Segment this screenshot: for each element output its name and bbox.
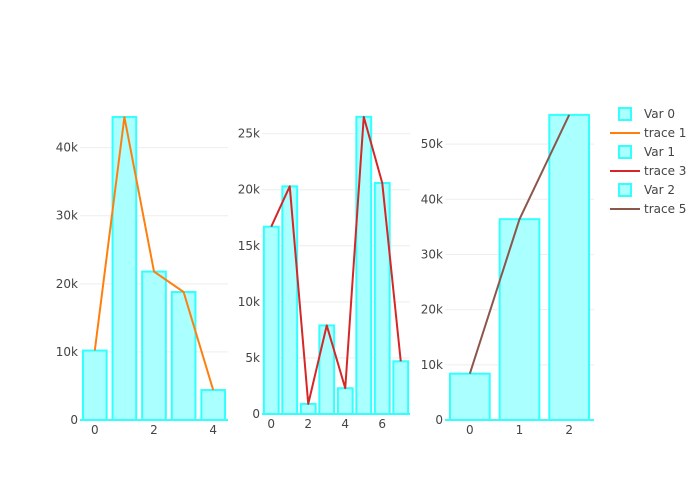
y-tick-label: 25k — [238, 127, 260, 141]
y-tick-label: 40k — [421, 192, 443, 206]
y-tick-label: 20k — [56, 277, 78, 291]
bar-var-1-4[interactable] — [336, 387, 354, 416]
line-trace-1[interactable] — [93, 116, 215, 391]
y-tick-label: 15k — [238, 239, 260, 253]
legend-label: Var 1 — [644, 145, 675, 159]
bar-var-0-4[interactable] — [200, 389, 227, 421]
y-tick-label: 10k — [56, 345, 78, 359]
x-tick-label: 4 — [341, 417, 349, 431]
x-tick-label: 4 — [209, 423, 217, 437]
y-tick-label: 30k — [56, 209, 78, 223]
legend-item-var-0[interactable]: Var 0 — [618, 107, 675, 121]
legend-item-trace-1[interactable]: trace 1 — [610, 126, 686, 140]
legend-item-var-1[interactable]: Var 1 — [618, 145, 675, 159]
bar-var-1-3[interactable] — [318, 324, 336, 415]
y-tick-label: 40k — [56, 141, 78, 155]
legend-label: trace 3 — [644, 164, 686, 178]
subplot-2: 0 5k 10k 15k 20k 25k 0 2 4 6 — [238, 115, 410, 431]
bar-var-0-3[interactable] — [170, 291, 197, 421]
bar-var-2-1[interactable] — [498, 218, 541, 421]
bar-var-2-2[interactable] — [548, 113, 591, 422]
x-tick-label: 0 — [466, 423, 474, 437]
legend-swatch — [618, 107, 632, 121]
bar-var-2-0[interactable] — [448, 372, 491, 422]
y-tick-label: 10k — [238, 295, 260, 309]
bar-var-1-5[interactable] — [355, 115, 373, 415]
y-tick-label: 20k — [421, 303, 443, 317]
legend: Var 0 trace 1 Var 1 trace 3 Var 2 trace 5 — [610, 107, 686, 216]
bar-var-1-1[interactable] — [281, 185, 299, 415]
legend-label: trace 1 — [644, 126, 686, 140]
bar-var-1-2[interactable] — [299, 402, 317, 415]
x-tick-label: 2 — [304, 417, 312, 431]
bar-var-0-2[interactable] — [141, 270, 167, 421]
subplot-1: 0 10k 20k 30k 40k 0 2 4 — [56, 116, 228, 437]
x-tick-label: 1 — [516, 423, 524, 437]
y-tick-label: 0 — [70, 413, 78, 427]
y-tick-label: 50k — [421, 137, 443, 151]
x-tick-label: 0 — [91, 423, 99, 437]
subplot-3: 0 10k 20k 30k 40k 50k 0 1 2 — [421, 113, 594, 437]
legend-item-var-2[interactable]: Var 2 — [618, 183, 675, 197]
y-tick-label: 10k — [421, 358, 443, 372]
y-tick-label: 0 — [435, 413, 443, 427]
legend-swatch — [618, 145, 632, 159]
y-tick-label: 30k — [421, 247, 443, 261]
x-tick-label: 2 — [565, 423, 573, 437]
legend-label: trace 5 — [644, 202, 686, 216]
line-trace-5[interactable] — [468, 114, 571, 374]
x-tick-label: 2 — [150, 423, 158, 437]
legend-swatch — [618, 183, 632, 197]
y-tick-label: 5k — [245, 351, 260, 365]
legend-label: Var 2 — [644, 183, 675, 197]
legend-item-trace-3[interactable]: trace 3 — [610, 164, 686, 178]
line-trace-3[interactable] — [270, 115, 402, 405]
bar-var-1-0[interactable] — [262, 225, 280, 415]
y-tick-label: 20k — [238, 183, 260, 197]
bar-var-1-7[interactable] — [392, 360, 410, 415]
legend-item-trace-5[interactable]: trace 5 — [610, 202, 686, 216]
x-tick-label: 6 — [378, 417, 386, 431]
bar-var-0-0[interactable] — [81, 349, 108, 421]
y-tick-label: 0 — [252, 407, 260, 421]
legend-label: Var 0 — [644, 107, 675, 121]
bar-var-1-6[interactable] — [373, 181, 391, 415]
x-tick-label: 0 — [267, 417, 275, 431]
